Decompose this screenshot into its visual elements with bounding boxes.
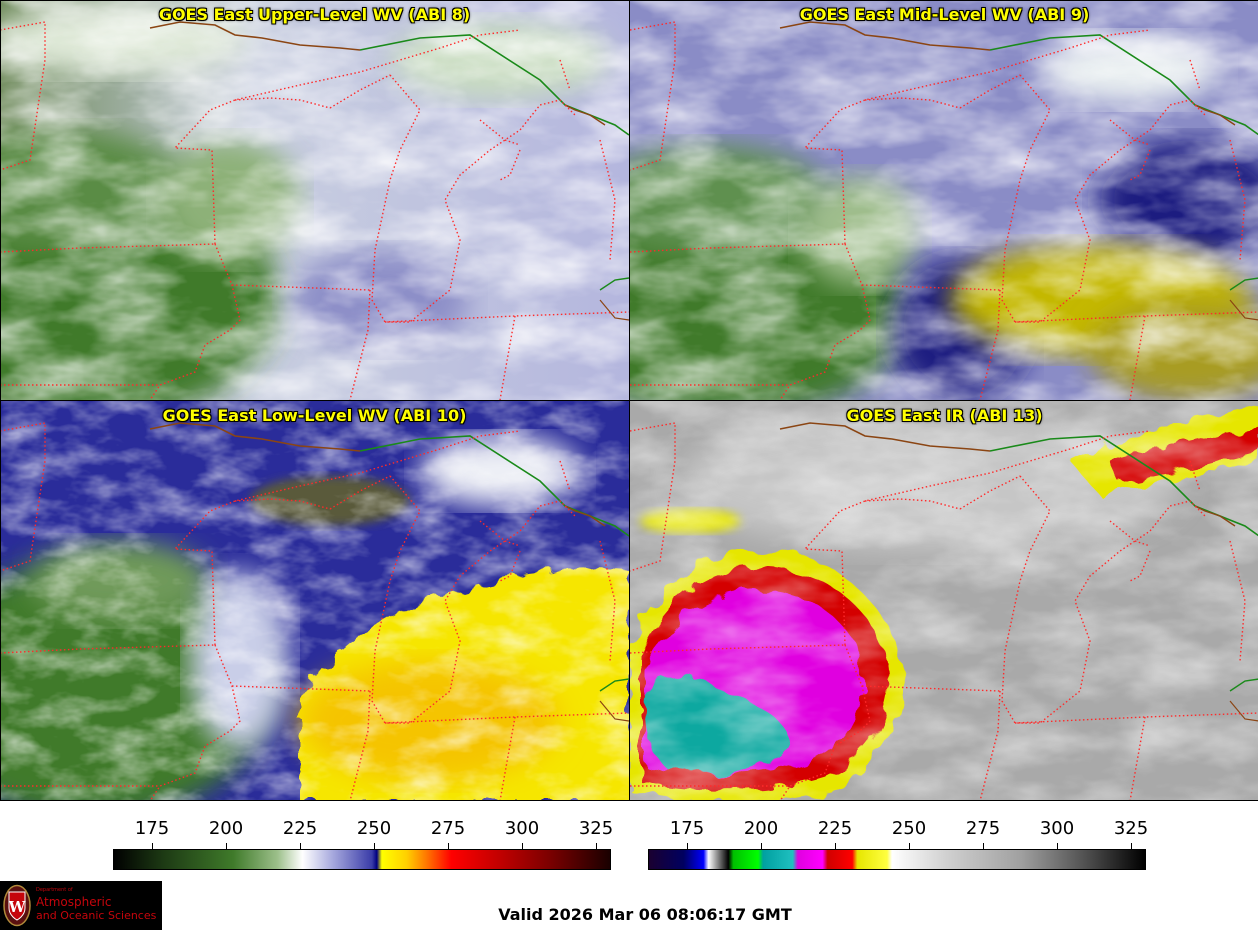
upper-level-wv-image: [0, 0, 629, 400]
logo-line-2: Atmospheric: [36, 895, 112, 909]
wv-tick-label: 175: [134, 818, 170, 839]
ir-tick-label: 325: [1113, 818, 1149, 839]
ir-tick-label: 175: [669, 818, 705, 839]
mid-level-wv-image: [630, 0, 1258, 400]
wv-tick-label: 325: [578, 818, 614, 839]
ir-tick-label: 200: [743, 818, 779, 839]
ir-tick-label: 275: [965, 818, 1001, 839]
logo-line-3: and Oceanic Sciences: [36, 909, 157, 922]
wv-colorbar: 175 200 225 250 275 300 325: [113, 812, 614, 872]
svg-text:W: W: [8, 898, 27, 916]
ir-image: [630, 401, 1258, 801]
low-level-wv-image: [0, 401, 629, 801]
wv-tick-label: 200: [208, 818, 244, 839]
ir-tick-label: 250: [891, 818, 927, 839]
wv-tick-label: 250: [356, 818, 392, 839]
wv-tick-label: 300: [504, 818, 540, 839]
upper-level-wv-panel: GOES East Upper-Level WV (ABI 8): [0, 0, 629, 400]
logo-line-1: Department of: [36, 887, 73, 893]
valid-time: Valid 2026 Mar 06 08:06:17 GMT: [498, 905, 792, 924]
mid-level-wv-panel: GOES East Mid-Level WV (ABI 9): [630, 0, 1258, 400]
ir-colorbar: 175 200 225 250 275 300 325: [648, 812, 1149, 872]
aos-logo: W Department of Atmospheric and Oceanic …: [0, 881, 162, 930]
ir-panel: GOES East IR (ABI 13): [630, 401, 1258, 801]
wv-tick-label: 225: [282, 818, 318, 839]
uw-crest-icon: W: [3, 884, 31, 927]
wv-tick-label: 275: [430, 818, 466, 839]
ir-tick-label: 300: [1039, 818, 1075, 839]
horizontal-divider: [0, 400, 1258, 401]
low-level-wv-panel: GOES East Low-Level WV (ABI 10): [0, 401, 629, 801]
ir-tick-label: 225: [817, 818, 853, 839]
ir-colorbar-bar: [648, 849, 1146, 870]
wv-colorbar-bar: [113, 849, 611, 870]
